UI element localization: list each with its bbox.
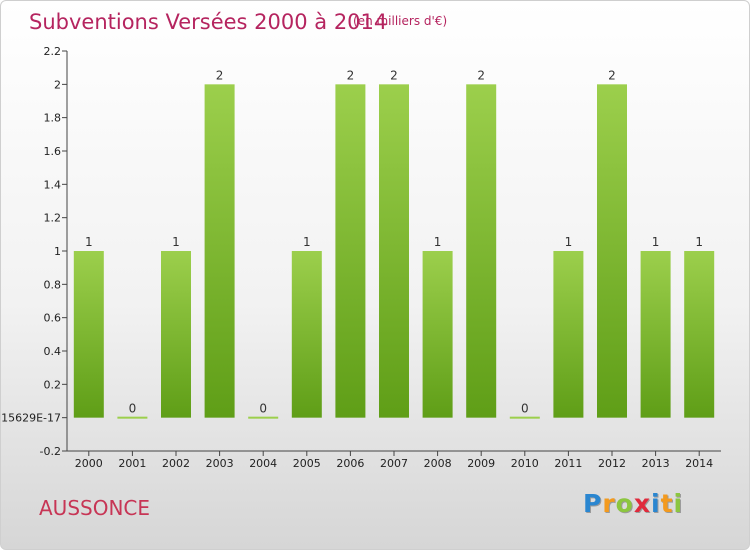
data-label: 1 (652, 235, 660, 249)
y-tick-label: -0.2 (40, 445, 61, 458)
bar-2005 (291, 251, 322, 418)
data-label: 2 (347, 68, 355, 82)
bar-2006 (335, 84, 366, 418)
bar-2001 (117, 416, 148, 419)
x-tick-label: 2005 (293, 457, 321, 470)
y-tick-label: 0.4 (44, 345, 62, 358)
x-tick-label: 2009 (467, 457, 495, 470)
y-tick-label: -2.15629E-17 (1, 412, 61, 425)
bar-2011 (553, 251, 584, 418)
bar-2009 (466, 84, 497, 418)
x-tick-label: 2003 (206, 457, 234, 470)
chart-unit-label: (en milliers d'€) (353, 14, 448, 28)
data-label: 2 (390, 68, 398, 82)
data-label: 1 (172, 235, 180, 249)
x-tick-label: 2008 (424, 457, 452, 470)
y-tick-label: 1.2 (44, 212, 62, 225)
data-label: 1 (303, 235, 311, 249)
y-tick-label: 2 (54, 78, 61, 91)
location-name: AUSSONCE (39, 496, 151, 520)
x-tick-label: 2006 (336, 457, 364, 470)
x-tick-label: 2013 (642, 457, 670, 470)
bar-2007 (379, 84, 409, 418)
data-label: 1 (85, 235, 93, 249)
y-tick-label: 1.6 (44, 145, 62, 158)
x-tick-label: 2012 (598, 457, 626, 470)
data-label: 1 (565, 235, 573, 249)
bar-2012 (597, 84, 627, 418)
proxiti-logo: Proxiti (583, 489, 683, 518)
data-label: 0 (129, 402, 137, 416)
bar-2003 (204, 84, 235, 418)
data-label: 1 (434, 235, 442, 249)
logo-letter: t (660, 489, 674, 518)
bar-2002 (161, 251, 191, 418)
bar-2000 (73, 251, 104, 418)
x-tick-label: 2007 (380, 457, 408, 470)
data-label: 1 (695, 235, 703, 249)
logo-letter: o (615, 489, 634, 518)
x-tick-label: 2004 (249, 457, 277, 470)
bar-2013 (640, 251, 671, 418)
bar-2014 (684, 251, 715, 418)
y-tick-label: 1 (54, 245, 61, 258)
x-tick-label: 2001 (118, 457, 146, 470)
y-tick-label: 2.2 (44, 45, 62, 58)
data-label: 0 (521, 402, 529, 416)
bar-2010 (509, 416, 540, 419)
x-tick-label: 2011 (554, 457, 582, 470)
y-tick-label: 0.8 (44, 278, 62, 291)
data-label: 2 (477, 68, 485, 82)
y-tick-label: 1.8 (44, 112, 62, 125)
x-tick-label: 2010 (511, 457, 539, 470)
logo-letter: r (602, 489, 616, 518)
logo-letter: i (673, 489, 684, 518)
y-tick-label: 0.6 (44, 312, 62, 325)
x-tick-label: 2014 (685, 457, 713, 470)
bar-2008 (422, 251, 453, 418)
data-label: 0 (259, 402, 267, 416)
x-tick-label: 2002 (162, 457, 190, 470)
x-tick-label: 2000 (75, 457, 103, 470)
data-label: 2 (216, 68, 224, 82)
logo-letter: i (651, 489, 661, 518)
logo-letter: P (583, 489, 603, 518)
y-tick-label: 0.2 (44, 378, 62, 391)
chart-title: Subventions Versées 2000 à 2014 (29, 10, 388, 34)
y-tick-label: 1.4 (44, 178, 62, 191)
logo-letter: x (633, 489, 651, 518)
bar-2004 (248, 416, 279, 419)
data-label: 2 (608, 68, 616, 82)
